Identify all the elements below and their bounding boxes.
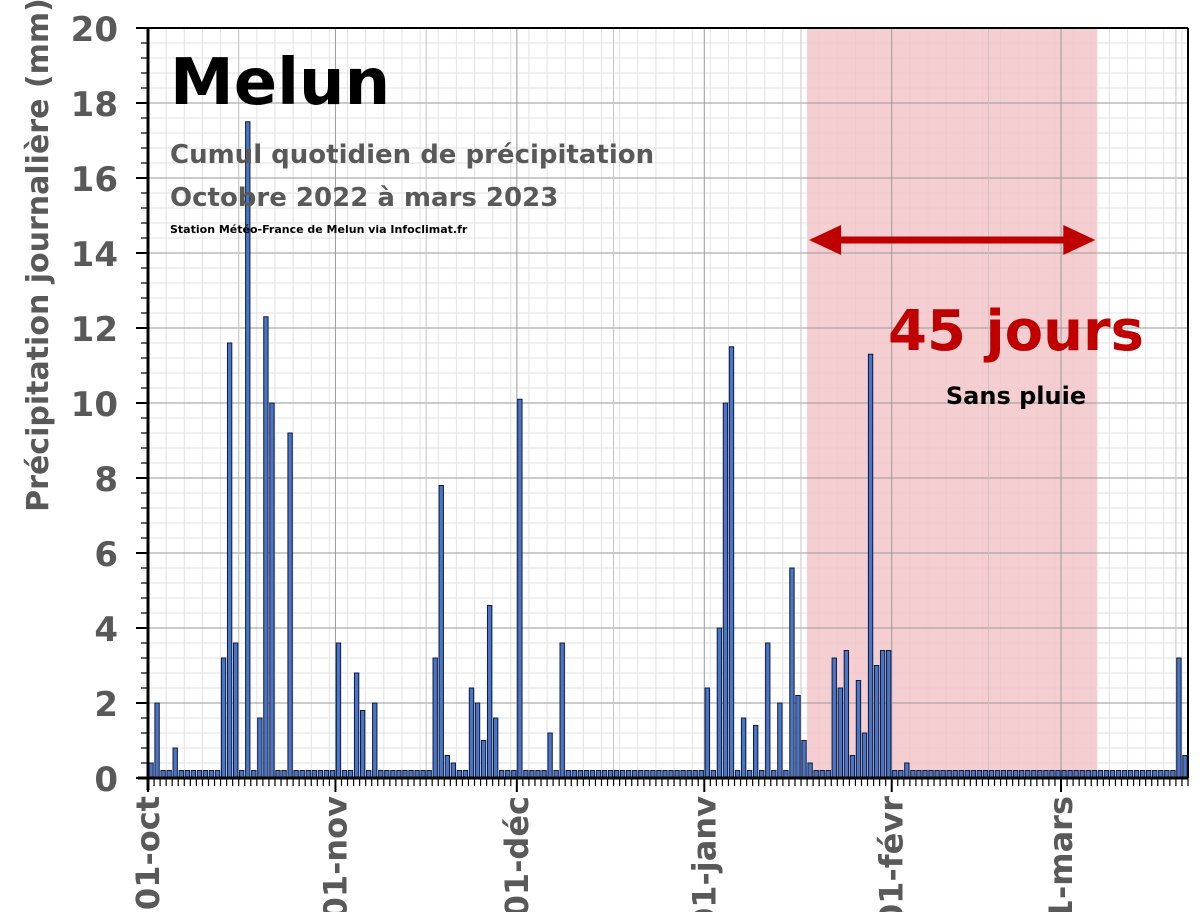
dry-label-annotation: Sans pluie <box>946 382 1086 410</box>
bar <box>873 665 880 779</box>
x-tick-label: 01-mars <box>1042 796 1080 912</box>
bar <box>148 762 154 779</box>
bar <box>269 402 275 779</box>
bar <box>1182 755 1188 779</box>
bar <box>450 762 457 779</box>
bar <box>287 432 293 779</box>
y-tick-label: 2 <box>94 685 118 725</box>
bar <box>831 657 837 779</box>
bar <box>444 755 450 779</box>
bar <box>753 725 759 779</box>
y-tick-label: 12 <box>71 310 118 350</box>
bar <box>904 762 910 779</box>
y-tick-label: 0 <box>94 760 118 800</box>
y-tick-label: 18 <box>71 85 118 125</box>
bar <box>372 702 378 779</box>
dry-days-annotation: 45 jours <box>888 299 1144 364</box>
major-grid <box>147 28 1188 778</box>
dry-period-arrow <box>809 225 1096 255</box>
bar <box>795 695 801 779</box>
bar <box>493 717 499 779</box>
y-tick-label: 16 <box>71 160 118 200</box>
bar <box>172 747 178 779</box>
x-tick-label: 01-oct <box>129 796 167 910</box>
bar <box>559 642 565 779</box>
arrow-head-right <box>1063 225 1096 255</box>
bar <box>716 627 723 779</box>
bar <box>789 567 795 779</box>
bar <box>807 762 813 779</box>
y-tick-label: 6 <box>94 535 118 575</box>
bar <box>837 687 844 779</box>
bar <box>1176 657 1182 779</box>
bar <box>867 353 874 779</box>
x-tick-label: 01-janv <box>685 796 723 912</box>
x-tick-label: 01-déc <box>498 796 536 912</box>
bar <box>245 121 251 779</box>
bar <box>233 642 239 779</box>
y-axis-label: Précipitation journalière (mm) <box>21 0 56 512</box>
bar <box>480 740 487 779</box>
bar <box>855 680 862 779</box>
bar <box>468 687 475 779</box>
bar <box>879 650 886 779</box>
chart-title: Melun <box>170 46 390 120</box>
bar <box>438 485 444 779</box>
y-tick-label: 4 <box>94 610 118 650</box>
bar <box>353 672 360 779</box>
bar <box>765 642 771 779</box>
bar <box>226 342 233 779</box>
x-tick-label: 01-nov <box>316 796 354 912</box>
bar <box>359 710 366 779</box>
y-tick-labels: 0 2 4 6 8 10 12 14 16 18 20 <box>71 10 118 800</box>
bar <box>220 657 227 779</box>
bar <box>728 346 735 779</box>
bar <box>777 702 783 779</box>
axes <box>136 27 1189 792</box>
bar <box>474 702 481 779</box>
bar <box>849 755 856 779</box>
bar <box>740 717 747 779</box>
bar <box>861 732 868 779</box>
bar <box>517 398 523 779</box>
bar <box>335 642 342 779</box>
chart-subtitle-line1: Cumul quotidien de précipitation <box>170 140 654 170</box>
y-tick-label: 14 <box>71 235 118 275</box>
bar <box>154 702 160 779</box>
x-tick-labels: 01-oct 01-nov 01-déc 01-janv 01-févr 01-mars <box>129 796 1080 912</box>
bar <box>263 316 269 779</box>
bar <box>432 657 438 779</box>
bar <box>886 650 892 779</box>
chart-subtitle-line2: Octobre 2022 à mars 2023 <box>170 183 558 213</box>
bar <box>704 687 710 779</box>
y-tick-label: 20 <box>71 10 118 50</box>
chart-source: Station Météo-France de Melun via Infocl… <box>170 223 468 236</box>
bar <box>257 717 263 779</box>
bar <box>722 402 729 779</box>
bar <box>843 650 850 779</box>
y-tick-label: 10 <box>71 385 118 425</box>
bar <box>801 740 807 779</box>
x-tick-label: 01-févr <box>873 796 911 912</box>
arrow-head-left <box>809 225 842 255</box>
bar <box>486 605 493 779</box>
bar <box>547 732 553 779</box>
y-tick-label: 8 <box>94 460 118 500</box>
